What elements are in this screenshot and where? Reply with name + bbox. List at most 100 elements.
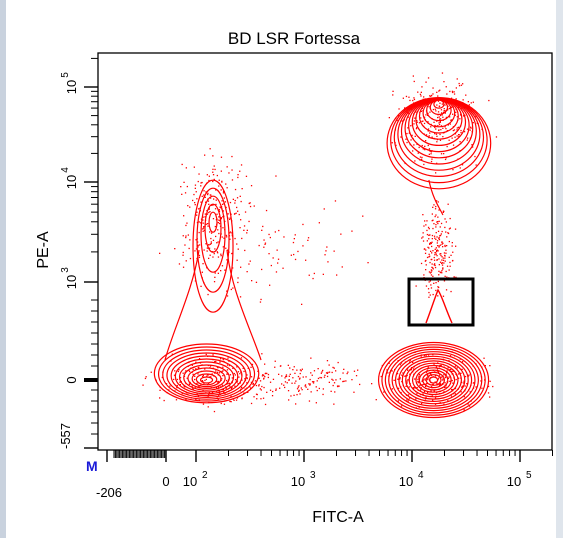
event-dot	[220, 207, 222, 209]
event-dot	[447, 109, 449, 111]
event-dot	[445, 373, 447, 375]
event-dot	[230, 387, 233, 390]
scrollbar-track[interactable]	[556, 0, 563, 538]
event-dot	[264, 242, 267, 244]
event-dot	[423, 122, 426, 125]
event-dot	[279, 387, 281, 389]
event-dot	[406, 380, 408, 382]
event-dot	[415, 128, 418, 130]
event-dot	[433, 282, 435, 284]
event-dot	[212, 239, 215, 241]
event-dot	[343, 368, 345, 370]
event-dot	[328, 364, 330, 366]
event-dot	[444, 260, 446, 262]
event-dot	[392, 90, 394, 92]
event-dot	[437, 245, 439, 247]
event-dot	[431, 383, 433, 386]
x-tick-label: 10	[183, 474, 197, 489]
event-dot	[234, 202, 236, 204]
event-dot	[236, 381, 238, 383]
event-dot	[226, 187, 228, 189]
event-dot	[216, 387, 218, 389]
event-dot	[313, 381, 315, 383]
event-dot	[305, 386, 307, 388]
event-dot	[308, 400, 311, 402]
event-dot	[293, 366, 295, 368]
event-dot	[217, 252, 219, 254]
event-dot	[438, 237, 440, 240]
event-dot	[221, 180, 223, 182]
event-dot	[226, 295, 229, 297]
event-dot	[426, 229, 428, 232]
event-dot	[414, 160, 416, 162]
event-dot	[415, 285, 417, 287]
event-dot	[441, 269, 443, 272]
event-dot	[459, 141, 461, 143]
event-dot	[455, 87, 457, 89]
event-dot	[413, 123, 415, 125]
event-dot	[425, 224, 427, 226]
event-dot	[270, 264, 272, 267]
event-dot	[387, 372, 389, 374]
event-dot	[456, 367, 458, 369]
axis-marker-m[interactable]: M	[86, 458, 98, 474]
event-dot	[439, 253, 441, 255]
event-dot	[421, 380, 423, 382]
event-dot	[330, 390, 332, 392]
event-dot	[436, 249, 438, 252]
event-dot	[299, 377, 301, 379]
event-dot	[244, 249, 246, 252]
event-dot	[220, 253, 222, 255]
event-dot	[210, 194, 212, 196]
event-dot	[447, 203, 449, 205]
contour-line	[428, 376, 439, 384]
event-dot	[407, 127, 409, 129]
event-dot	[452, 259, 454, 262]
event-dot	[466, 128, 469, 130]
event-dot	[207, 200, 210, 202]
event-dot	[443, 81, 445, 83]
event-dot	[435, 214, 437, 216]
event-dot	[433, 235, 436, 237]
event-dot	[234, 385, 236, 387]
event-dot	[217, 256, 220, 258]
event-dot	[417, 91, 419, 93]
event-dot	[243, 370, 245, 373]
contour-line	[384, 346, 483, 414]
event-dot	[202, 230, 204, 232]
event-dot	[449, 265, 451, 267]
event-dot	[451, 245, 453, 247]
event-dot	[422, 240, 425, 242]
event-dot	[435, 374, 437, 377]
event-dot	[216, 371, 219, 373]
event-dot	[220, 217, 222, 219]
event-dot	[220, 170, 222, 172]
event-dot	[428, 256, 430, 258]
event-dot	[328, 371, 331, 373]
event-dot	[443, 403, 445, 405]
event-dot	[438, 264, 440, 266]
event-dot	[202, 227, 205, 229]
event-dot	[407, 379, 409, 381]
event-dot	[201, 181, 203, 184]
event-dot	[176, 378, 179, 381]
event-dot	[454, 393, 457, 395]
event-dot	[401, 120, 403, 122]
event-dot	[335, 370, 337, 372]
event-dot	[420, 95, 422, 97]
event-dot	[235, 212, 237, 214]
event-dot	[251, 363, 254, 366]
event-dot	[425, 383, 427, 385]
event-dot	[455, 378, 457, 381]
event-dot	[180, 186, 182, 188]
event-dot	[213, 198, 215, 200]
contour-line	[208, 211, 218, 233]
gate-rectangle[interactable]	[407, 277, 475, 327]
event-dot	[426, 378, 428, 380]
event-dot	[272, 390, 274, 393]
event-dot	[233, 372, 235, 375]
event-dot	[258, 377, 260, 379]
event-dot	[262, 397, 265, 399]
event-dot	[236, 243, 238, 245]
event-dot	[439, 114, 442, 117]
